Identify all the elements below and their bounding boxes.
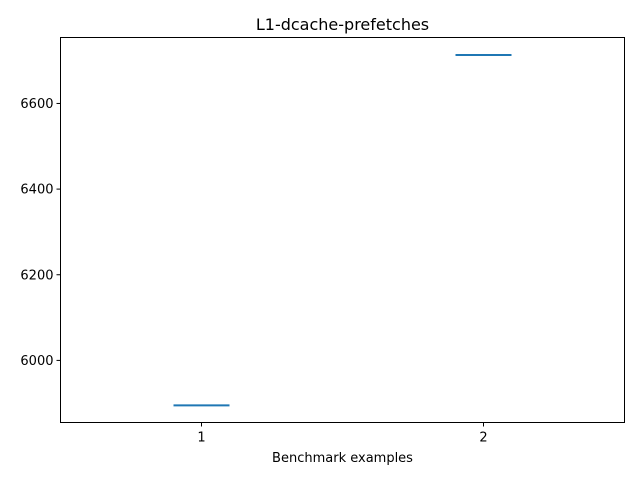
y-tick-label: 6200 (20, 268, 53, 283)
y-tick-label: 6000 (20, 354, 53, 369)
y-axis: 6000 6200 6400 6600 (20, 97, 61, 369)
x-axis-label: Benchmark examples (272, 451, 413, 466)
y-tick-label: 6400 (20, 183, 53, 198)
data-marks (173, 54, 512, 407)
chart-title: L1-dcache-prefetches (256, 15, 429, 34)
x-tick-label: 1 (197, 431, 205, 446)
plot-frame (60, 37, 625, 423)
x-tick-label: 2 (479, 431, 487, 446)
y-tick-label: 6600 (20, 97, 53, 112)
